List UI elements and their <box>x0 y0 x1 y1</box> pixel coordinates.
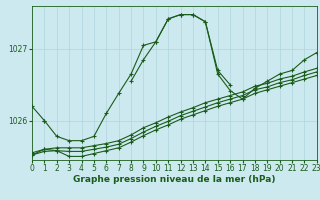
X-axis label: Graphe pression niveau de la mer (hPa): Graphe pression niveau de la mer (hPa) <box>73 175 276 184</box>
